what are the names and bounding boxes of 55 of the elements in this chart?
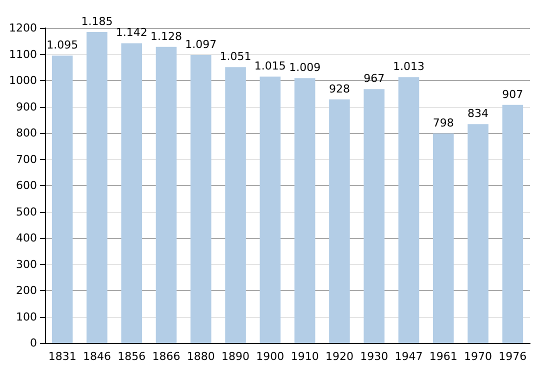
data-label: 907 (502, 88, 524, 101)
data-label: 1.128 (150, 30, 182, 43)
x-tick-label: 1930 (360, 350, 388, 363)
bar (502, 104, 524, 343)
x-tick-label: 1846 (82, 350, 111, 363)
bar (190, 55, 212, 343)
y-tick-label: 1200 (9, 22, 37, 34)
y-tick-label: 0 (30, 336, 37, 350)
bar (52, 56, 73, 343)
y-tick-label: 500 (16, 205, 37, 218)
x-tick-label: 1947 (394, 350, 423, 363)
y-tick-label: 200 (16, 284, 37, 297)
data-label: 1.051 (220, 50, 252, 64)
data-label: 1.009 (289, 61, 321, 74)
y-tick-label: 800 (16, 126, 37, 140)
x-tick-label: 1900 (256, 350, 284, 363)
x-tick-label: 1970 (464, 350, 492, 363)
y-tick-label: 600 (16, 179, 37, 192)
bar (294, 78, 316, 343)
bar (329, 99, 350, 343)
data-label: 1.142 (116, 26, 148, 40)
y-tick-label: 300 (16, 258, 37, 271)
data-label: 928 (328, 82, 350, 96)
y-tick-label: 900 (16, 100, 37, 114)
x-tick-label: 1961 (429, 350, 458, 363)
bar (364, 89, 384, 343)
data-label: 1.185 (81, 14, 113, 28)
bar (156, 46, 177, 343)
x-tick-label: 1976 (498, 350, 527, 363)
y-tick-label: 1000 (9, 74, 37, 87)
y-tick-label: 1100 (9, 48, 37, 61)
x-tick-label: 1856 (118, 350, 146, 363)
x-tick-label: 1880 (186, 350, 215, 363)
bar (225, 67, 246, 343)
x-tick-label: 1866 (152, 350, 180, 363)
data-label: 1.015 (254, 60, 286, 73)
data-label: 967 (364, 72, 385, 86)
data-label: 798 (432, 116, 454, 130)
x-tick-label: 1890 (222, 350, 250, 363)
bar (121, 43, 142, 343)
bar (86, 32, 108, 343)
bar (468, 124, 488, 343)
y-tick-label: 100 (16, 310, 37, 324)
y-tick-label: 400 (16, 232, 37, 244)
data-label: 1.095 (46, 38, 78, 52)
data-label: 834 (468, 107, 489, 120)
y-tick-label: 700 (16, 152, 37, 166)
data-label: 1.097 (185, 38, 217, 52)
x-tick-label: 1831 (48, 350, 76, 363)
bar (398, 77, 420, 343)
data-label: 1.013 (393, 60, 424, 74)
x-tick-label: 1920 (325, 350, 354, 363)
bar (433, 134, 454, 343)
bar (260, 76, 281, 343)
x-tick-label: 1910 (290, 350, 319, 363)
